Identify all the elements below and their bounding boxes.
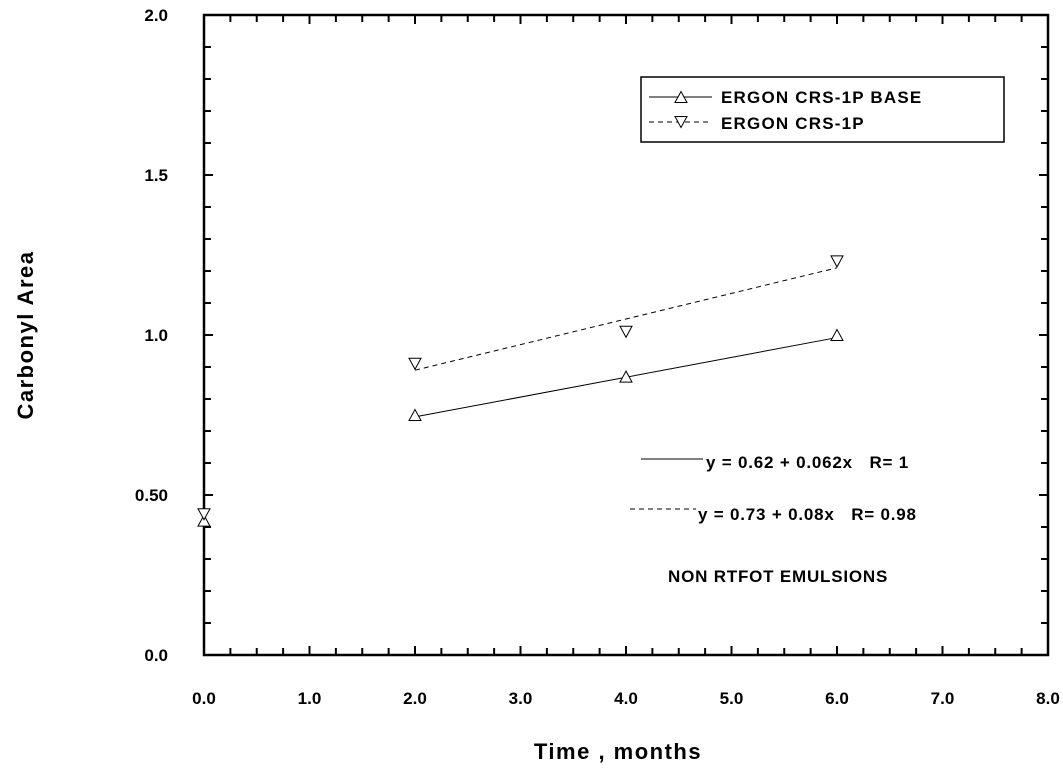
tick-labels: 0.0 1.0 2.0 3.0 4.0 5.0 6.0 7.0 8.0 0.0 0.50 1.0 1.5… [135,6,1060,708]
y-axis-title: Carbonyl Area [13,250,38,419]
legend-label-crs1p: ERGON CRS-1P [721,114,865,133]
x-tick-label: 1.0 [298,689,322,708]
y-tick-label: 0.0 [144,646,168,665]
tick-marks [203,14,1049,656]
legend-box [640,76,1005,143]
fit-annotations: y = 0.62 + 0.062x R= 1 y = 0.73 + 0.08x … [630,453,917,586]
legend-marker-base [674,90,688,103]
legend-triangle-up [674,90,688,103]
data-point-crs1p [619,325,633,339]
data-point-crs1p [197,508,211,521]
x-tick-label: 2.0 [403,689,427,708]
x-tick-label: 6.0 [825,689,849,708]
y-tick-label: 1.5 [144,166,168,185]
legend-marker-crs1p [674,116,688,129]
y-tick-label: 2.0 [144,6,168,25]
fit-label-crs1p: y = 0.73 + 0.08x R= 0.98 [698,505,917,524]
x-axis-title: Time , months [534,739,702,764]
data-point-base [830,328,844,341]
x-tick-label: 5.0 [720,689,744,708]
y-tick-label: 0.50 [135,486,168,505]
legend-label-base: ERGON CRS-1P BASE [721,88,922,107]
fit-line-crs1p [414,267,838,371]
data-point-base [408,408,422,421]
x-tick-label: 7.0 [931,689,955,708]
y-tick-label: 1.0 [144,326,168,345]
data-point-base [619,370,633,383]
x-tick-label: 0.0 [192,689,216,708]
x-tick-label: 4.0 [614,689,638,708]
legend-triangle-down [674,116,688,129]
legend: ERGON CRS-1P BASE ERGON CRS-1P [640,76,1005,143]
fit-label-base: y = 0.62 + 0.062x R= 1 [706,453,909,472]
data-points [197,255,844,527]
annotation-non-rtfot: NON RTFOT EMULSIONS [668,567,888,586]
x-tick-label: 3.0 [509,689,533,708]
data-point-crs1p [830,255,844,268]
fit-lines [414,267,838,418]
data-point-crs1p [408,357,422,371]
x-tick-label: 8.0 [1036,689,1060,708]
